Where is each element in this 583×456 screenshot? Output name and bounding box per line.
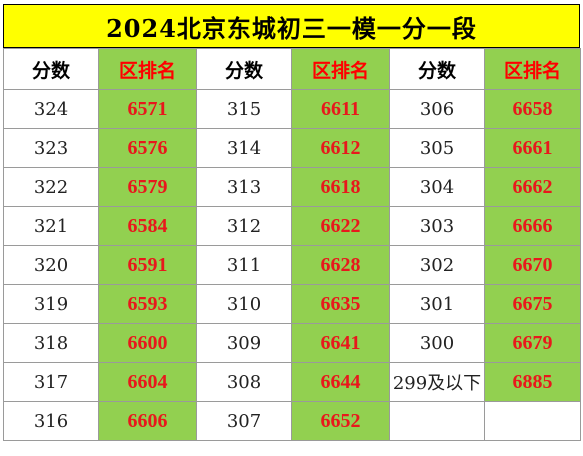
score-cell: 318 <box>3 323 99 363</box>
rank-cell: 6591 <box>98 245 197 285</box>
table-title: 2024北京东城初三一模一分一段 <box>3 4 580 48</box>
rank-cell: 6606 <box>98 401 197 441</box>
rank-cell: 6628 <box>291 245 390 285</box>
score-cell: 302 <box>389 245 485 285</box>
rank-cell: 6604 <box>98 362 197 402</box>
score-cell: 305 <box>389 128 485 168</box>
score-cell: 301 <box>389 284 485 324</box>
score-cell: 319 <box>3 284 99 324</box>
score-cell: 299及以下 <box>389 362 485 402</box>
rank-cell: 6635 <box>291 284 390 324</box>
rank-cell: 6658 <box>484 89 581 129</box>
table-row: 318 6600 309 6641 300 6679 <box>3 323 581 363</box>
score-cell: 317 <box>3 362 99 402</box>
score-cell: 310 <box>196 284 292 324</box>
score-cell: 321 <box>3 206 99 246</box>
rank-cell: 6600 <box>98 323 197 363</box>
table-row: 319 6593 310 6635 301 6675 <box>3 284 581 324</box>
header-row: 分数 区排名 分数 区排名 分数 区排名 <box>3 48 581 90</box>
rank-cell: 6612 <box>291 128 390 168</box>
rank-cell: 6611 <box>291 89 390 129</box>
header-rank-1: 区排名 <box>98 48 197 90</box>
table-row: 323 6576 314 6612 305 6661 <box>3 128 581 168</box>
rank-cell: 6644 <box>291 362 390 402</box>
score-cell: 322 <box>3 167 99 207</box>
table-row: 321 6584 312 6622 303 6666 <box>3 206 581 246</box>
score-cell: 306 <box>389 89 485 129</box>
score-cell: 314 <box>196 128 292 168</box>
rank-cell: 6584 <box>98 206 197 246</box>
rank-cell: 6885 <box>484 362 581 402</box>
rank-cell: 6666 <box>484 206 581 246</box>
score-cell: 303 <box>389 206 485 246</box>
table-body: 324 6571 315 6611 306 6658 323 6576 314 6612 305 66… <box>3 89 581 441</box>
score-cell: 311 <box>196 245 292 285</box>
header-rank-3: 区排名 <box>484 48 581 90</box>
score-cell: 312 <box>196 206 292 246</box>
score-cell: 307 <box>196 401 292 441</box>
header-score-1: 分数 <box>3 48 99 90</box>
score-cell: 304 <box>389 167 485 207</box>
empty-cell <box>484 401 581 441</box>
header-score-2: 分数 <box>196 48 292 90</box>
rank-cell: 6652 <box>291 401 390 441</box>
score-cell: 313 <box>196 167 292 207</box>
rank-cell: 6670 <box>484 245 581 285</box>
score-cell: 320 <box>3 245 99 285</box>
score-cell: 300 <box>389 323 485 363</box>
header-score-3: 分数 <box>389 48 485 90</box>
rank-cell: 6675 <box>484 284 581 324</box>
score-cell: 323 <box>3 128 99 168</box>
score-cell: 308 <box>196 362 292 402</box>
rank-cell: 6622 <box>291 206 390 246</box>
table-row: 320 6591 311 6628 302 6670 <box>3 245 581 285</box>
table-row: 322 6579 313 6618 304 6662 <box>3 167 581 207</box>
empty-cell <box>389 401 485 441</box>
rank-cell: 6571 <box>98 89 197 129</box>
score-cell: 309 <box>196 323 292 363</box>
table-row: 317 6604 308 6644 299及以下 6885 <box>3 362 581 402</box>
score-cell: 316 <box>3 401 99 441</box>
rank-cell: 6641 <box>291 323 390 363</box>
rank-cell: 6679 <box>484 323 581 363</box>
rank-cell: 6593 <box>98 284 197 324</box>
table-row: 316 6606 307 6652 <box>3 401 581 441</box>
score-cell: 324 <box>3 89 99 129</box>
rank-cell: 6661 <box>484 128 581 168</box>
rank-cell: 6579 <box>98 167 197 207</box>
rank-cell: 6618 <box>291 167 390 207</box>
score-rank-table: 分数 区排名 分数 区排名 分数 区排名 324 6571 315 6611 306 66… <box>3 48 581 441</box>
header-rank-2: 区排名 <box>291 48 390 90</box>
score-cell: 315 <box>196 89 292 129</box>
table-row: 324 6571 315 6611 306 6658 <box>3 89 581 129</box>
rank-cell: 6576 <box>98 128 197 168</box>
rank-cell: 6662 <box>484 167 581 207</box>
